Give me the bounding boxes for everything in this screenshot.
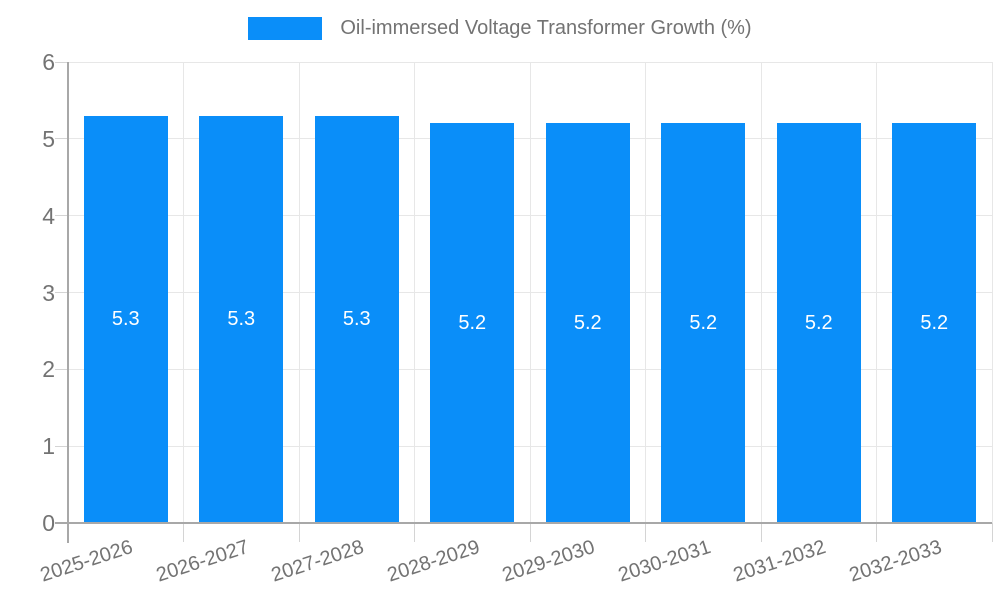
bar[interactable]: 5.3 xyxy=(314,115,399,523)
y-tick-mark xyxy=(55,138,68,140)
y-tick-mark xyxy=(55,368,68,370)
x-axis-line xyxy=(55,522,992,524)
x-tick-label: 2030-2031 xyxy=(615,536,714,587)
x-tick-label: 2025-2026 xyxy=(37,536,136,587)
y-tick-label: 2 xyxy=(42,356,55,383)
x-gridline xyxy=(298,62,300,523)
bar[interactable]: 5.2 xyxy=(776,123,861,523)
y-tick-label: 4 xyxy=(42,202,55,229)
y-tick-label: 5 xyxy=(42,125,55,152)
x-tick-mark xyxy=(645,523,646,542)
x-gridline xyxy=(760,62,762,523)
legend-label: Oil-immersed Voltage Transformer Growth … xyxy=(340,17,752,39)
y-tick-label: 3 xyxy=(42,279,55,306)
x-tick-label: 2031-2032 xyxy=(730,536,829,587)
x-tick-mark xyxy=(529,523,531,542)
bar[interactable]: 5.2 xyxy=(545,123,630,523)
y-axis-line xyxy=(67,62,69,543)
x-gridline xyxy=(991,62,993,523)
bar[interactable]: 5.2 xyxy=(430,123,515,523)
bar[interactable]: 5.3 xyxy=(199,115,284,523)
bar[interactable]: 5.3 xyxy=(83,115,168,523)
x-tick-label: 2032-2033 xyxy=(846,536,945,587)
chart-legend: Oil-immersed Voltage Transformer Growth … xyxy=(0,17,1000,40)
bar-value-label: 5.2 xyxy=(573,311,602,334)
bar[interactable]: 5.2 xyxy=(892,123,977,523)
y-tick-label: 6 xyxy=(42,49,55,75)
x-tick-mark xyxy=(298,523,300,542)
bar[interactable]: 5.2 xyxy=(661,123,746,523)
bar-value-label: 5.2 xyxy=(689,311,718,334)
x-tick-mark xyxy=(876,523,877,542)
x-tick-mark xyxy=(760,523,762,542)
bar-value-label: 5.3 xyxy=(227,307,256,330)
x-tick-mark xyxy=(991,523,993,542)
legend-item[interactable]: Oil-immersed Voltage Transformer Growth … xyxy=(248,17,752,40)
x-gridline xyxy=(645,62,646,523)
x-tick-label: 2027-2028 xyxy=(268,536,367,587)
x-tick-label: 2028-2029 xyxy=(384,536,483,587)
x-gridline xyxy=(414,62,415,523)
x-gridline xyxy=(183,62,184,523)
bar-value-label: 5.3 xyxy=(342,307,371,330)
y-tick-label: 1 xyxy=(42,433,55,460)
y-tick-mark xyxy=(55,292,68,293)
bar-value-label: 5.3 xyxy=(111,307,140,330)
x-gridline xyxy=(529,62,531,523)
y-tick-mark xyxy=(55,215,68,217)
y-tick-mark xyxy=(55,61,68,63)
y-tick-mark xyxy=(55,445,68,447)
y-tick-label: 0 xyxy=(42,510,55,536)
bar-value-label: 5.2 xyxy=(804,311,833,334)
x-tick-mark xyxy=(414,523,415,542)
x-tick-label: 2029-2030 xyxy=(499,536,598,587)
bar-value-label: 5.2 xyxy=(920,311,949,334)
bar-value-label: 5.2 xyxy=(458,311,487,334)
legend-swatch-icon xyxy=(248,17,323,40)
x-tick-label: 2026-2027 xyxy=(153,536,252,587)
x-gridline xyxy=(876,62,877,523)
x-tick-mark xyxy=(183,523,184,542)
